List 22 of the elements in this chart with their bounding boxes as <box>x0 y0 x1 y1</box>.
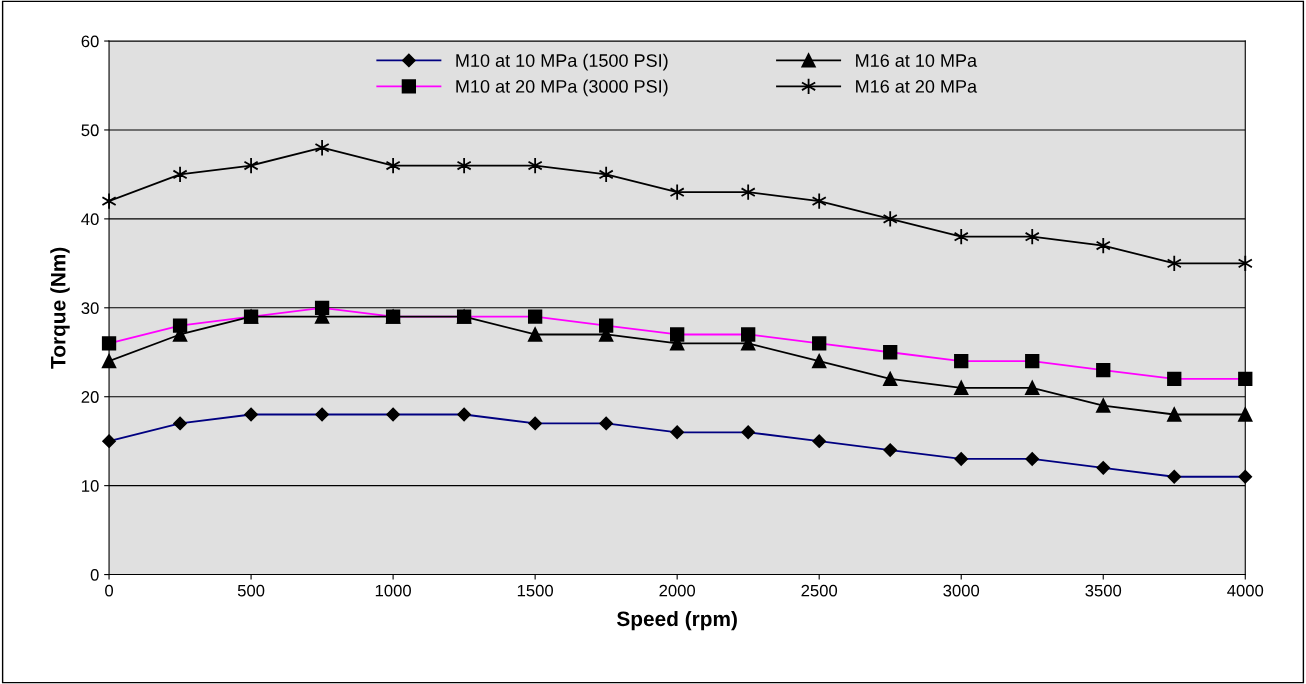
legend-label: M10 at 10 MPa (1500 PSI) <box>456 53 668 71</box>
legend-label: M16 at 20 MPa <box>856 80 978 93</box>
y-tick-label: 40 <box>81 213 99 226</box>
x-tick-label: 2500 <box>801 584 838 597</box>
y-axis-title: Torque (Nm) <box>50 247 70 369</box>
x-tick-label: 4000 <box>1227 584 1264 597</box>
x-tick-label: 3000 <box>943 584 980 597</box>
legend-label: M16 at 10 MPa <box>856 54 978 67</box>
y-tick-label: 0 <box>90 568 99 581</box>
x-tick-label: 1000 <box>375 584 411 597</box>
x-axis-title: Speed (rpm) <box>616 610 737 631</box>
y-tick-label: 20 <box>81 391 99 403</box>
x-tick-label: 1500 <box>517 584 554 597</box>
x-tick-label: 2000 <box>659 584 696 597</box>
y-tick-label: 50 <box>81 124 99 137</box>
y-tick-label: 30 <box>81 302 99 314</box>
y-tick-label: 60 <box>81 35 99 48</box>
legend-label: M10 at 20 MPa (3000 PSI) <box>456 79 668 97</box>
y-tick-label: 10 <box>82 480 99 492</box>
x-tick-label: 0 <box>105 584 114 597</box>
x-tick-label: 500 <box>237 584 265 597</box>
x-tick-label: 3500 <box>1085 584 1122 597</box>
